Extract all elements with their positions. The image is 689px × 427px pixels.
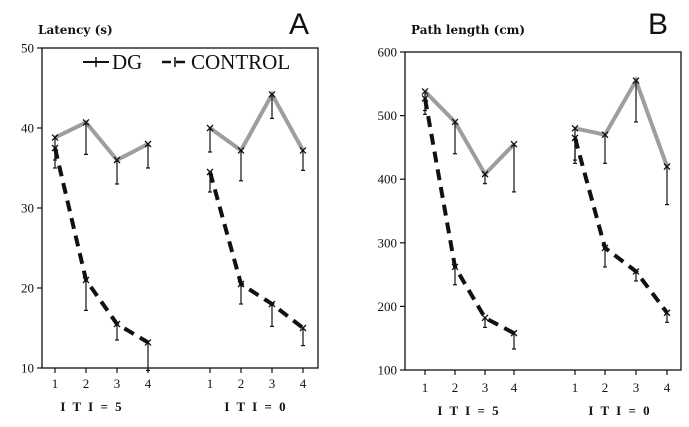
panel-a-ytick-label: 30 bbox=[21, 201, 34, 216]
panel-b: Path length (cm) B I T I = 5 I T I = 0 1… bbox=[378, 8, 682, 418]
panel-a-letter: A bbox=[289, 8, 309, 41]
panel-b-ytick-label: 100 bbox=[378, 363, 398, 378]
panel-a-group-1-dg-point bbox=[51, 134, 59, 142]
panel-b-group-2-dg-point bbox=[663, 163, 671, 170]
panel-a-group-2-control-point bbox=[299, 324, 307, 332]
panel-a-xtick-label: 3 bbox=[269, 376, 276, 391]
panel-b-ytick-label: 600 bbox=[378, 45, 398, 60]
panel-a-xtick-label: 4 bbox=[145, 376, 152, 391]
panel-b-frame bbox=[404, 51, 682, 371]
panel-b-group-2-dg-point bbox=[632, 77, 640, 85]
panel-b-group-2-dg-point bbox=[571, 124, 579, 132]
panel-b-group-2-control-point bbox=[663, 309, 671, 317]
panel-a-xtick-label: 1 bbox=[52, 376, 59, 391]
panel-b-xtick-label: 1 bbox=[572, 380, 579, 395]
panel-b-group-2-control-point bbox=[601, 244, 609, 252]
panel-a-ytick-label: 20 bbox=[21, 281, 34, 296]
panel-a-group-2-dg-point bbox=[268, 90, 276, 98]
panel-a-group-2-control-line bbox=[208, 171, 305, 330]
panel-b-xtick-label: 4 bbox=[511, 380, 518, 395]
panel-b-group-1-dg-point bbox=[421, 87, 429, 95]
panel-b-group-2-dg-point bbox=[601, 131, 609, 139]
panel-b-group-1-dg-line bbox=[423, 90, 516, 178]
panel-a-xtick-label: 1 bbox=[207, 376, 214, 391]
panel-a-group-2-label: I T I = 0 bbox=[224, 399, 287, 414]
panel-a-group-1-dg-point bbox=[82, 118, 90, 126]
panel-b-group-1-dg-point bbox=[481, 170, 489, 178]
panel-a-group-2-dg-point bbox=[237, 146, 245, 154]
panel-b-group-1-control-point bbox=[481, 314, 489, 322]
panel-a-group-2-dg-point bbox=[206, 124, 214, 132]
panel-a-group-2-control-point bbox=[268, 300, 276, 308]
legend: DG CONTROL bbox=[83, 50, 290, 74]
panel-a-group-1-control-point bbox=[113, 320, 121, 328]
panel-b-group-2-control-point bbox=[632, 267, 640, 275]
panel-a-group-1-label: I T I = 5 bbox=[60, 399, 123, 414]
panel-a-xtick-label: 2 bbox=[238, 376, 245, 391]
panel-a-ytick-label: 10 bbox=[21, 361, 34, 376]
panel-b-ytick-label: 400 bbox=[378, 172, 398, 187]
legend-control-label: CONTROL bbox=[191, 50, 290, 74]
panel-b-ylabel: Path length (cm) bbox=[411, 23, 525, 37]
panel-b-ytick-label: 300 bbox=[378, 235, 398, 250]
panel-b-group-2-control-point bbox=[571, 134, 579, 142]
panel-a-ylabel: Latency (s) bbox=[38, 23, 113, 37]
panel-b-xtick-label: 1 bbox=[422, 380, 429, 395]
panel-a-group-2-control-point bbox=[237, 280, 245, 288]
panel-a-xtick-label: 4 bbox=[300, 376, 307, 391]
panel-a-ytick-label: 50 bbox=[21, 41, 34, 56]
panel-b-group-2-label: I T I = 0 bbox=[588, 403, 651, 418]
panel-a-group-1-dg-line bbox=[54, 119, 149, 163]
panel-a-ytick-label: 40 bbox=[21, 121, 34, 136]
panel-b-group-1-dg-point bbox=[510, 140, 518, 148]
panel-a-group-2-dg-point bbox=[299, 146, 307, 154]
panel-b-group-1-control-point bbox=[421, 94, 429, 102]
panel-a-group-1-control-point bbox=[51, 144, 59, 152]
panel-b-group-1-control-point bbox=[451, 263, 459, 271]
panel-b-group-1-control-point bbox=[510, 329, 518, 337]
panel-a-group-1-control-point bbox=[144, 338, 152, 346]
panel-a-group-2-control-point bbox=[206, 168, 214, 176]
panel-a-group-2-dg-line bbox=[208, 90, 305, 154]
panel-a: Latency (s) A DG CONTROL I T I = 5 I T I… bbox=[21, 8, 319, 414]
panel-b-group-1-label: I T I = 5 bbox=[437, 403, 500, 418]
panel-b-group-2-dg-line bbox=[574, 75, 669, 168]
panel-a-frame bbox=[41, 47, 319, 369]
panel-b-group-1-dg-point bbox=[451, 118, 459, 126]
panel-a-group-1-dg-point bbox=[113, 156, 121, 164]
panel-b-xtick-label: 3 bbox=[482, 380, 489, 395]
panel-a-group-1-control-line bbox=[53, 147, 150, 345]
panel-b-group-2-control-line bbox=[573, 137, 669, 314]
panel-b-xtick-label: 3 bbox=[633, 380, 640, 395]
panel-a-xtick-label: 3 bbox=[114, 376, 121, 391]
panel-b-group-1-control-line bbox=[423, 98, 515, 335]
panel-b-ytick-label: 500 bbox=[378, 108, 398, 123]
panel-b-ytick-label: 200 bbox=[378, 299, 398, 314]
panel-b-xtick-label: 2 bbox=[602, 380, 609, 395]
panel-a-group-1-dg-point bbox=[144, 140, 152, 148]
panel-a-group-1-control-point bbox=[82, 276, 90, 284]
panel-b-letter: B bbox=[648, 8, 668, 41]
panel-b-xtick-label: 2 bbox=[452, 380, 459, 395]
panel-b-xtick-label: 4 bbox=[664, 380, 671, 395]
legend-dg-label: DG bbox=[112, 50, 142, 74]
panel-a-xtick-label: 2 bbox=[83, 376, 90, 391]
